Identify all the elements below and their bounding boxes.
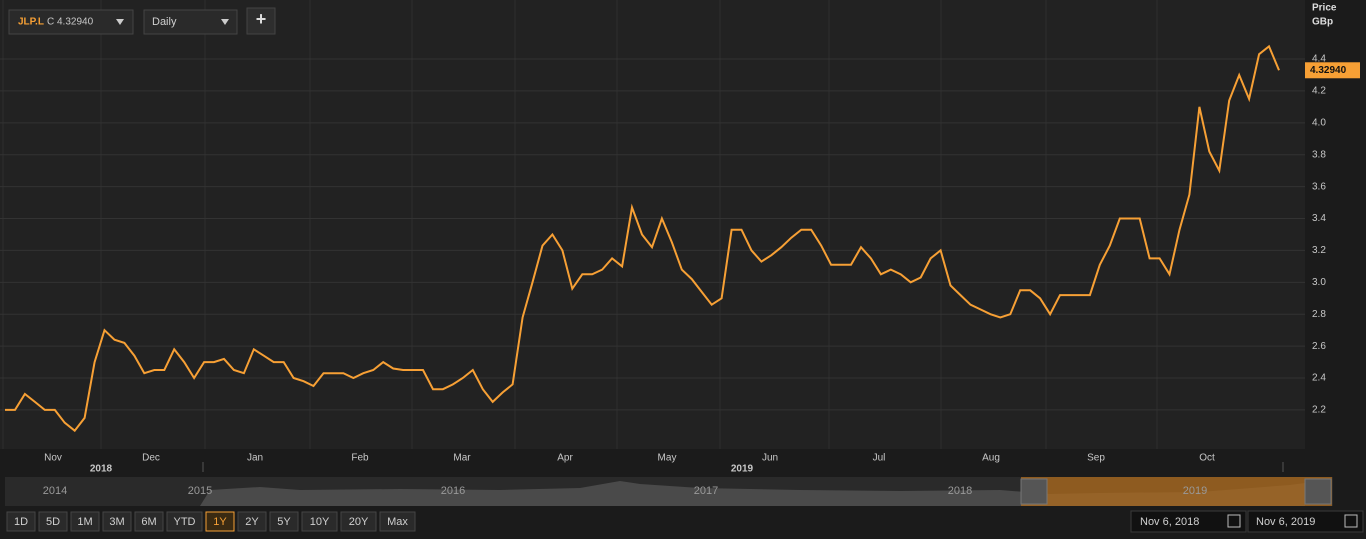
close-label: C 4.32940 (47, 17, 94, 28)
navigator-year: 2015 (188, 485, 212, 497)
dropdown-arrow (221, 19, 229, 25)
range-button[interactable] (166, 511, 203, 532)
range-button[interactable] (301, 511, 338, 532)
range-button[interactable] (340, 511, 377, 532)
plot-area (0, 0, 1305, 449)
range-button-label: 3M (109, 516, 124, 528)
range-button-label: 1Y (213, 516, 227, 528)
y-tick-label: 4.2 (1312, 86, 1326, 97)
range-button-label: 1M (77, 516, 92, 528)
navigator-year: 2017 (694, 485, 718, 497)
x-year-label: 2018 (90, 464, 113, 475)
symbol-box[interactable] (8, 9, 134, 35)
add-label: + (256, 9, 267, 29)
range-button[interactable] (38, 511, 68, 532)
y-axis-title: Price (1312, 3, 1337, 14)
last-price-label: 4.32940 (1310, 65, 1347, 76)
y-tick-label: 2.4 (1312, 373, 1326, 384)
grid (0, 0, 1305, 449)
range-button-label: 20Y (349, 516, 369, 528)
price-line (5, 44, 1280, 433)
y-tick-label: 2.2 (1312, 405, 1326, 416)
y-axis-unit: GBp (1312, 17, 1333, 28)
interval-box[interactable] (143, 9, 238, 35)
y-tick-label: 2.8 (1312, 309, 1326, 320)
range-button-label: 1D (14, 516, 28, 528)
range-button[interactable] (70, 511, 100, 532)
range-button[interactable] (134, 511, 164, 532)
navigator-handle[interactable] (1020, 478, 1048, 505)
range-button[interactable] (379, 511, 416, 532)
navigator-year: 2014 (43, 485, 67, 497)
navigator-year: 2019 (1183, 485, 1207, 497)
x-tick-label: May (658, 453, 677, 464)
last-price-tag (1305, 62, 1360, 79)
x-tick-label: Mar (453, 453, 471, 464)
range-button-label: 2Y (245, 516, 259, 528)
x-tick-label: Jul (873, 453, 886, 464)
navigator-handle[interactable] (1304, 478, 1332, 505)
x-tick-label: Nov (44, 453, 62, 464)
y-tick-label: 3.6 (1312, 181, 1326, 192)
range-button[interactable] (102, 511, 132, 532)
y-tick-label: 3.4 (1312, 213, 1326, 224)
y-tick-label: 3.2 (1312, 245, 1326, 256)
range-button-label: 6M (141, 516, 156, 528)
dropdown-arrow (116, 19, 124, 25)
range-button[interactable] (205, 511, 235, 532)
y-tick-label: 4.0 (1312, 117, 1326, 128)
navigator-year: 2016 (441, 485, 465, 497)
x-tick-label: Jun (762, 453, 778, 464)
start-date-box[interactable] (1130, 510, 1247, 533)
x-tick-label: Aug (982, 453, 1000, 464)
y-tick-label: 3.8 (1312, 149, 1326, 160)
range-button-label: 5Y (277, 516, 291, 528)
range-button[interactable] (6, 511, 36, 532)
end-date-box[interactable] (1247, 510, 1364, 533)
ticker: JLP.L (18, 17, 44, 28)
range-button[interactable] (237, 511, 267, 532)
calendar-icon (1227, 514, 1241, 528)
y-tick-label: 2.6 (1312, 341, 1326, 352)
x-year-label: 2019 (731, 464, 754, 475)
range-button-label: 5D (46, 516, 60, 528)
x-tick-label: Dec (142, 453, 160, 464)
range-button-label: Max (387, 516, 408, 528)
y-tick-label: 4.4 (1312, 54, 1326, 65)
range-button-label: YTD (174, 516, 196, 528)
navigator-selection[interactable] (1021, 477, 1332, 506)
x-tick-label: Oct (1199, 453, 1215, 464)
calendar-icon (1344, 514, 1358, 528)
x-tick-label: Jan (247, 453, 263, 464)
add-button[interactable] (246, 7, 276, 35)
end-date: Nov 6, 2019 (1256, 516, 1315, 528)
interval: Daily (152, 16, 177, 28)
range-button-label: 10Y (310, 516, 330, 528)
x-tick-label: Feb (351, 453, 369, 464)
x-tick-label: Apr (557, 453, 573, 464)
range-button[interactable] (269, 511, 299, 532)
x-tick-label: Sep (1087, 453, 1105, 464)
x-axis-band (0, 449, 1305, 476)
start-date: Nov 6, 2018 (1140, 516, 1199, 528)
navigator-year: 2018 (948, 485, 972, 497)
y-tick-label: 3.0 (1312, 277, 1326, 288)
